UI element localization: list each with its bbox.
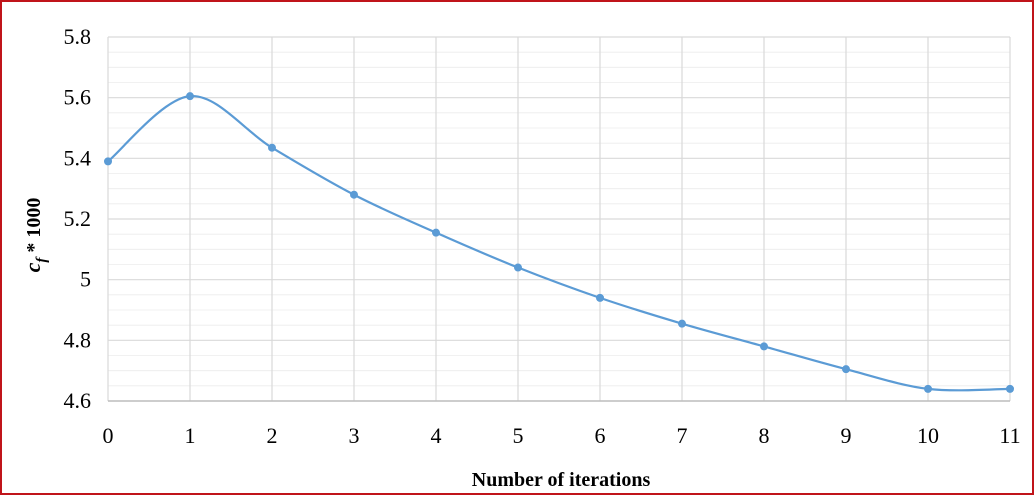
data-point (186, 92, 194, 101)
data-point (760, 342, 768, 351)
data-point (924, 384, 932, 393)
x-tick-label: 0 (103, 423, 114, 448)
x-tick-label: 9 (841, 423, 852, 448)
y-tick-label: 5.6 (64, 85, 92, 110)
grid-lines (107, 36, 1011, 402)
x-tick-label: 2 (267, 423, 278, 448)
y-axis-title-subscript: f (34, 256, 50, 263)
x-tick-label: 5 (513, 423, 524, 448)
data-point (514, 263, 522, 272)
x-tick-label: 3 (349, 423, 360, 448)
x-tick-label: 1 (185, 423, 196, 448)
y-axis-title: cf * 1000 (20, 198, 50, 273)
data-point (104, 157, 112, 166)
y-tick-label: 4.6 (64, 388, 92, 413)
data-point (268, 143, 276, 152)
data-point (678, 319, 686, 328)
x-tick-label: 8 (759, 423, 770, 448)
data-markers (104, 92, 1014, 393)
y-tick-label: 5.4 (64, 145, 92, 170)
data-point (350, 190, 358, 199)
x-tick-label: 6 (595, 423, 606, 448)
data-point (432, 228, 440, 237)
y-tick-label: 5.8 (64, 24, 92, 49)
y-axis-title-rest: * 1000 (23, 198, 45, 258)
y-tick-labels: 4.6 4.8 5 5.2 5.4 5.6 5.8 (64, 24, 92, 413)
x-tick-label: 4 (431, 423, 442, 448)
data-point (842, 365, 850, 374)
x-tick-label: 11 (999, 423, 1020, 448)
y-axis-title-main: c (20, 262, 45, 272)
x-tick-labels: 0 1 2 3 4 5 6 7 8 9 10 11 (103, 423, 1021, 448)
data-point (1006, 384, 1014, 393)
x-tick-label: 7 (677, 423, 688, 448)
y-tick-label: 4.8 (64, 327, 92, 352)
x-axis-title: Number of iterations (472, 469, 651, 491)
series-line (107, 95, 1011, 392)
y-tick-label: 5 (80, 267, 91, 292)
x-tick-label: 10 (917, 423, 939, 448)
data-point (596, 293, 604, 302)
y-tick-label: 5.2 (64, 206, 92, 231)
